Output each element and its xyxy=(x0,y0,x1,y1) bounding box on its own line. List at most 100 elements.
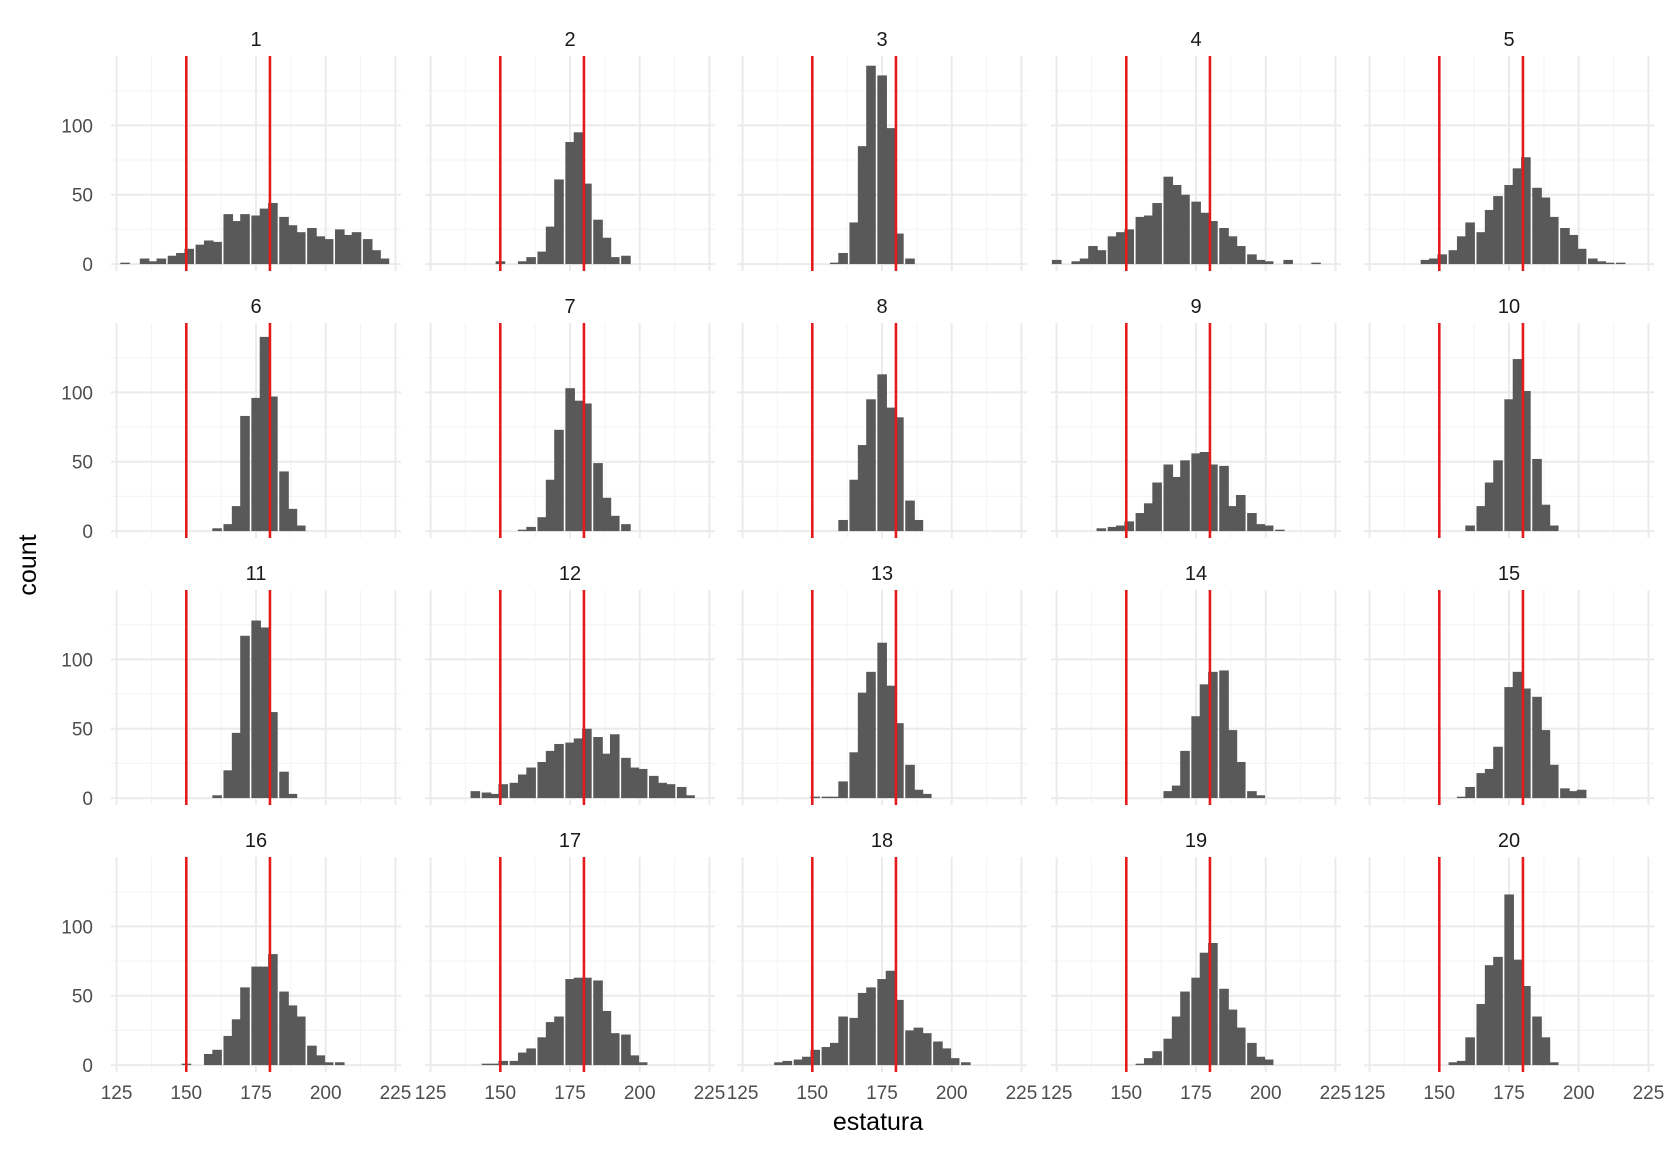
facet-strip-label: 18 xyxy=(871,830,893,852)
histogram-bar xyxy=(1135,1063,1146,1066)
histogram-bar xyxy=(829,262,840,265)
facet-strip-label: 6 xyxy=(250,296,261,318)
histogram-bar xyxy=(1180,194,1190,265)
histogram-bar xyxy=(782,1060,793,1066)
histogram-bar xyxy=(537,517,548,532)
histogram-bar xyxy=(1227,1009,1238,1066)
histogram-bar xyxy=(1051,259,1062,265)
histogram-bar xyxy=(120,262,130,265)
histogram-bar xyxy=(877,75,887,265)
histogram-bar xyxy=(829,1042,840,1066)
facet-panel-8: 8 xyxy=(737,296,1027,538)
histogram-bar xyxy=(1171,476,1182,532)
facet-strip-label: 9 xyxy=(1190,296,1201,318)
histogram-bar xyxy=(315,1055,326,1066)
histogram-bar xyxy=(1088,246,1098,265)
histogram-bar xyxy=(1548,1062,1559,1066)
histogram-bar xyxy=(905,500,915,532)
histogram-bar xyxy=(877,374,887,532)
histogram-bar xyxy=(1484,965,1495,1066)
histogram-bar xyxy=(1107,526,1118,532)
histogram-bar xyxy=(223,524,234,532)
x-tick-label: 150 xyxy=(170,1083,202,1104)
histogram-bar xyxy=(1448,250,1459,265)
histogram-bar xyxy=(251,966,261,1066)
histogram-bar xyxy=(1208,464,1218,532)
histogram-bar xyxy=(1191,716,1201,799)
histogram-bar xyxy=(1235,1027,1246,1066)
histogram-bar xyxy=(1096,250,1107,265)
histogram-bar xyxy=(268,396,278,532)
histogram-bar xyxy=(1255,1056,1266,1066)
histogram-bar xyxy=(1512,168,1523,265)
histogram-bar xyxy=(1604,262,1615,265)
histogram-bar xyxy=(810,1049,821,1066)
histogram-bar xyxy=(866,671,876,799)
histogram-bar xyxy=(1615,262,1626,265)
histogram-bar xyxy=(1227,236,1238,265)
histogram-bar xyxy=(1199,684,1210,799)
facet-panel-17: 17 125 150 175 200 225 xyxy=(415,830,726,1104)
histogram-bar xyxy=(315,236,326,265)
histogram-bar xyxy=(1124,521,1135,532)
histogram-bar xyxy=(629,767,640,799)
histogram-bar xyxy=(526,767,536,799)
histogram-bar xyxy=(509,782,520,799)
histogram-bar xyxy=(593,737,603,799)
histogram-bar xyxy=(582,728,592,799)
histogram-bar xyxy=(371,250,381,265)
histogram-bar xyxy=(1163,176,1174,265)
histogram-bar xyxy=(593,463,603,532)
histogram-bar xyxy=(1208,943,1218,1066)
histogram-bar xyxy=(593,219,603,265)
histogram-bar xyxy=(240,987,250,1066)
histogram-bar xyxy=(1465,786,1475,799)
histogram-bar xyxy=(1532,696,1542,799)
histogram-bar xyxy=(1235,246,1246,265)
facet-strip-label: 12 xyxy=(559,563,581,585)
histogram-bar xyxy=(857,992,868,1066)
histogram-bar xyxy=(1540,197,1551,265)
histogram-bar xyxy=(323,1062,334,1066)
histogram-bar xyxy=(1180,750,1190,799)
histogram-bar xyxy=(894,417,904,532)
histogram-bar xyxy=(941,1048,952,1066)
histogram-bar xyxy=(490,793,500,799)
histogram-bar xyxy=(259,966,270,1066)
histogram-bar xyxy=(545,1022,556,1066)
facet-panel-9: 9 xyxy=(1051,296,1341,538)
histogram-bar xyxy=(335,229,345,265)
histogram-bar xyxy=(857,445,868,532)
histogram-bar xyxy=(838,781,848,799)
histogram-bar xyxy=(1135,216,1146,265)
histogram-bar xyxy=(1521,157,1531,265)
histogram-bar xyxy=(517,774,528,799)
x-tick-label: 200 xyxy=(624,1083,656,1104)
histogram-bar xyxy=(323,239,334,265)
histogram-bar xyxy=(565,388,575,532)
histogram-bar xyxy=(1560,788,1570,799)
x-tick-label: 200 xyxy=(1250,1083,1282,1104)
histogram-bar xyxy=(838,1016,848,1066)
facet-strip-label: 5 xyxy=(1503,29,1514,51)
histogram-bar xyxy=(287,225,298,265)
histogram-bar xyxy=(554,1016,564,1066)
histogram-bar xyxy=(498,1060,509,1066)
x-tick-label: 225 xyxy=(694,1083,726,1104)
histogram-bar xyxy=(362,239,373,265)
histogram-bar xyxy=(573,738,584,799)
histogram-bar xyxy=(877,642,887,799)
facet-panel-13: 13 xyxy=(737,563,1027,805)
histogram-bar xyxy=(657,782,667,799)
histogram-bar xyxy=(1143,215,1154,265)
histogram-bar xyxy=(905,258,915,265)
histogram-bar xyxy=(1548,525,1559,532)
histogram-bar xyxy=(1512,671,1523,799)
y-tick-label: 100 xyxy=(61,383,93,404)
facet-panel-20: 20 125 150 175 200 225 xyxy=(1354,830,1665,1104)
histogram-bar xyxy=(509,1060,520,1066)
histogram-bar xyxy=(481,792,492,799)
histogram-bar xyxy=(1465,1037,1475,1066)
